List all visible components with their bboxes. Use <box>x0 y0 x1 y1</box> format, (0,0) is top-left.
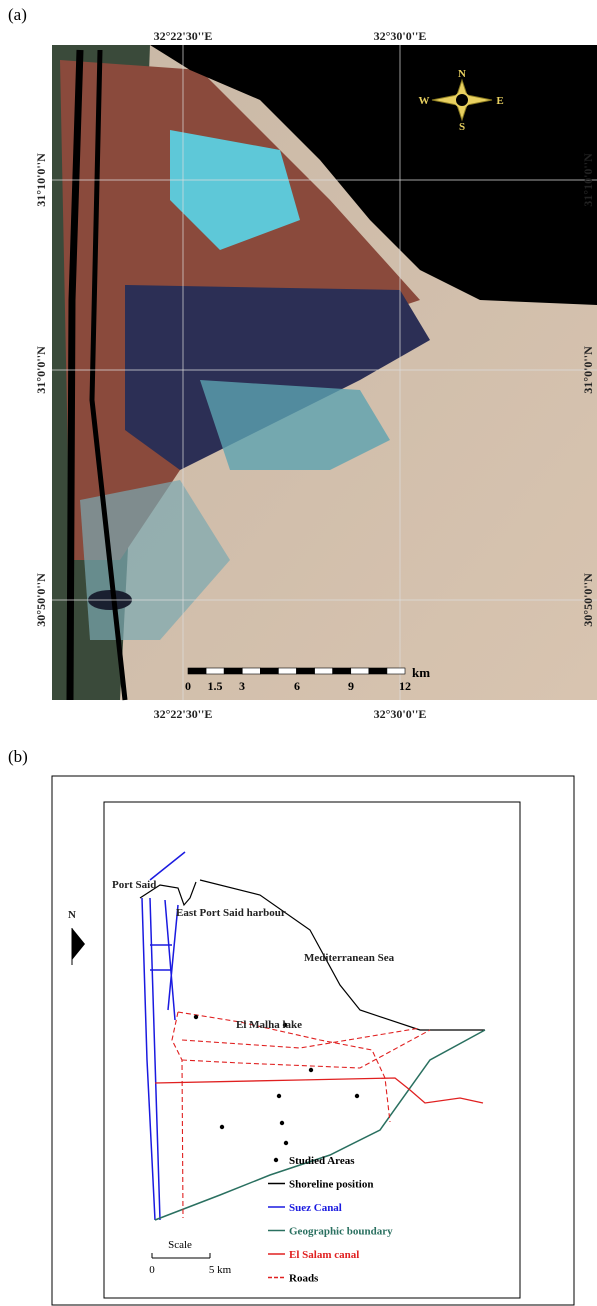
place-label: Port Said <box>112 879 156 891</box>
study-point <box>279 1120 285 1126</box>
study-point <box>283 1140 289 1146</box>
compass-center <box>454 92 470 108</box>
scale-bar: km 0 1.5 3 6 9 12 <box>185 665 430 693</box>
scale-segment <box>241 667 261 675</box>
scale-segment <box>223 667 243 675</box>
road <box>177 1011 391 1123</box>
study-point <box>219 1124 225 1130</box>
scale-end: 5 km <box>209 1264 232 1276</box>
scale-title: Scale <box>168 1239 192 1251</box>
latitude-label: 30°50'0''N <box>34 573 48 627</box>
study-point <box>354 1093 360 1099</box>
lagoon <box>170 130 300 250</box>
legend-symbol <box>273 1157 279 1163</box>
legend-label: El Salam canal <box>289 1249 359 1261</box>
legend: Studied Areas Shoreline position Suez Cana… <box>268 1155 393 1285</box>
panel-label: (b) <box>8 747 28 766</box>
scale-tick-label: 6 <box>294 679 300 693</box>
el-salam-canal <box>154 1077 484 1104</box>
compass-n: N <box>458 68 466 80</box>
longitude-label: 32°30'0''E <box>374 29 427 43</box>
compass-e: E <box>496 95 503 107</box>
scale-tick-label: 9 <box>348 679 354 693</box>
latitude-label: 30°50'0''N <box>581 573 595 627</box>
legend-label: Geographic boundary <box>289 1226 393 1238</box>
place-label: El Malha lake <box>236 1019 302 1031</box>
study-point <box>276 1093 282 1099</box>
scale-segment <box>386 667 406 675</box>
compass-s: S <box>459 121 465 133</box>
panel-label: (a) <box>8 5 27 24</box>
legend-label: Suez Canal <box>289 1202 342 1214</box>
road <box>181 1029 431 1069</box>
latitude-label: 31°0'0''N <box>581 346 595 394</box>
place-label: Mediterranean Sea <box>304 952 395 964</box>
scale-segment <box>350 667 370 675</box>
longitude-label: 32°22'30''E <box>154 707 213 721</box>
sea <box>150 45 597 305</box>
scale-segment <box>332 667 352 675</box>
dark-fields <box>125 285 430 470</box>
scale-start: 0 <box>149 1264 155 1276</box>
latitude-label: 31°10'0''N <box>34 153 48 207</box>
suez-canal <box>141 897 156 1221</box>
legend-label: Shoreline position <box>289 1179 373 1191</box>
scale-tick-label: 0 <box>185 679 191 693</box>
study-point <box>193 1014 199 1020</box>
legend-label: Studied Areas <box>289 1155 355 1167</box>
scale-segment <box>187 667 207 675</box>
scale-segment <box>278 667 297 675</box>
shoreline <box>199 879 485 1031</box>
suez-canal <box>164 899 176 1021</box>
longitude-label: 32°30'0''E <box>374 707 427 721</box>
study-point <box>308 1067 314 1073</box>
scale-tick-label: 3 <box>239 679 245 693</box>
scale-segment <box>368 667 388 675</box>
longitude-label: 32°22'30''E <box>154 29 213 43</box>
sketch-map <box>71 851 486 1221</box>
scale-segment <box>314 667 333 675</box>
scale-tick-label: 12 <box>399 679 411 693</box>
latitude-label: 31°0'0''N <box>34 346 48 394</box>
inner-frame <box>103 801 521 1299</box>
study-point <box>282 1022 288 1028</box>
suez-canal <box>149 897 161 1221</box>
scale-segment <box>296 667 315 675</box>
studied-areas <box>193 1014 360 1146</box>
compass: N S E W <box>419 68 504 133</box>
scale-segment <box>260 667 279 675</box>
suez-canal <box>167 904 179 1011</box>
scale-tick-label: 1.5 <box>208 679 223 693</box>
place-label: East Port Said harbour <box>176 907 286 919</box>
compass-w: W <box>419 95 430 107</box>
satellite-image <box>52 45 597 701</box>
geographic-boundary <box>154 1029 486 1221</box>
latitude-label: 31°10'0''N <box>581 153 595 207</box>
north-arrow <box>72 928 85 960</box>
canal <box>66 49 84 701</box>
scale-segment <box>205 667 225 675</box>
shoreline <box>139 881 197 907</box>
scale-unit: km <box>412 665 430 680</box>
road <box>171 1011 184 1219</box>
cyan-fields <box>200 380 390 470</box>
legend-label: Roads <box>289 1273 319 1285</box>
roads <box>171 1011 431 1219</box>
suez-canal <box>149 851 186 881</box>
north-label: N <box>68 909 76 921</box>
